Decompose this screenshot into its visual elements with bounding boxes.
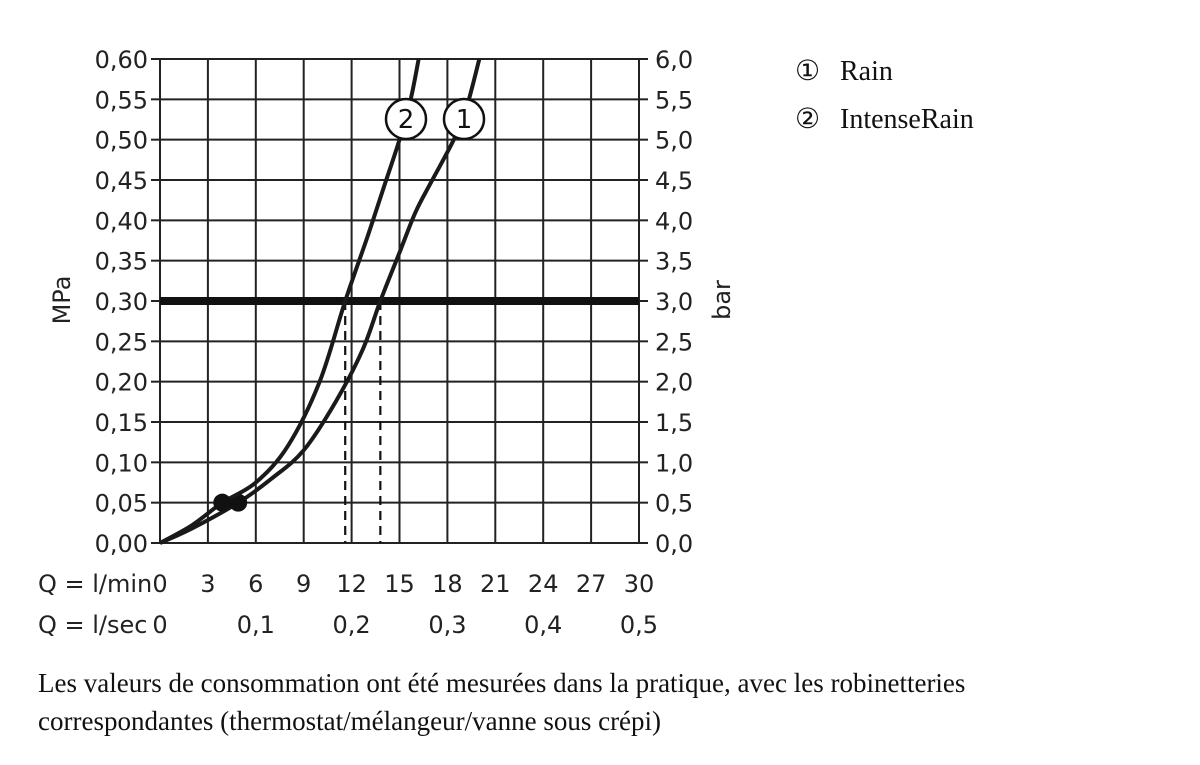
y-right-tick-label: 0,5: [655, 490, 693, 518]
x-lmin-tick-label: 6: [248, 570, 263, 598]
y-left-tick-label: 0,30: [95, 288, 148, 316]
legend-item-intenserain: ② IntenseRain: [795, 104, 974, 135]
y-left-tick-label: 0,10: [95, 449, 148, 477]
y-right-tick-label: 2,5: [655, 328, 693, 356]
y-left-tick-label: 0,50: [95, 127, 148, 155]
y-right-tick-label: 4,0: [655, 207, 693, 235]
y-left-axis-label: MPa: [48, 276, 76, 325]
x-lmin-axis-label: Q = l/min: [38, 570, 152, 598]
y-left-tick-label: 0,40: [95, 207, 148, 235]
y-right-tick-label: 1,5: [655, 409, 693, 437]
x-lsec-tick-label: 0,1: [237, 611, 275, 639]
y-left-tick-label: 0,45: [95, 167, 148, 195]
y-right-tick-label: 1,0: [655, 449, 693, 477]
x-lmin-tick-label: 30: [624, 570, 655, 598]
x-lmin-tick-label: 18: [432, 570, 463, 598]
x-lmin-tick-label: 24: [528, 570, 559, 598]
y-left-tick-label: 0,60: [95, 46, 148, 74]
curve-marker-intenserain: 2: [384, 97, 428, 141]
y-right-tick-label: 6,0: [655, 46, 693, 74]
x-lsec-tick-label: 0,2: [333, 611, 371, 639]
y-right-tick-label: 5,0: [655, 127, 693, 155]
x-lmin-tick-label: 3: [200, 570, 215, 598]
y-left-tick-label: 0,00: [95, 530, 148, 558]
curve-marker-circle: [384, 97, 428, 141]
start-dot-intenserain: [213, 493, 232, 512]
x-lsec-tick-label: 0,5: [620, 611, 658, 639]
measurement-note: Les valeurs de consommation ont été mesu…: [38, 668, 966, 736]
x-lsec-tick-label: 0,3: [428, 611, 466, 639]
x-lmin-tick-label: 15: [384, 570, 415, 598]
y-right-tick-label: 4,5: [655, 167, 693, 195]
y-left-tick-label: 0,35: [95, 248, 148, 276]
x-lmin-tick-label: 21: [480, 570, 511, 598]
x-lmin-tick-label: 12: [336, 570, 367, 598]
legend-symbol-rain: ①: [795, 56, 820, 87]
legend-symbol-intenserain: ②: [795, 104, 820, 135]
y-left-tick-label: 0,55: [95, 86, 148, 114]
x-lmin-tick-label: 27: [576, 570, 607, 598]
y-right-tick-label: 3,5: [655, 248, 693, 276]
y-right-tick-label: 0,0: [655, 530, 693, 558]
legend: ① Rain ② IntenseRain: [795, 56, 974, 135]
pressure-flow-chart: 12 0,000,050,100,150,200,250,300,350,400…: [38, 46, 974, 639]
x-lsec-tick-label: 0: [152, 611, 167, 639]
curve-marker-rain: 1: [442, 97, 486, 141]
x-lmin-tick-label: 9: [296, 570, 311, 598]
curve-marker-label: 2: [398, 105, 415, 135]
y-left-tick-label: 0,25: [95, 328, 148, 356]
y-right-tick-label: 5,5: [655, 86, 693, 114]
x-lsec-tick-label: 0,4: [524, 611, 562, 639]
y-left-tick-label: 0,15: [95, 409, 148, 437]
y-right-tick-label: 3,0: [655, 288, 693, 316]
y-right-tick-label: 2,0: [655, 369, 693, 397]
legend-label-rain: Rain: [840, 56, 893, 87]
legend-label-intenserain: IntenseRain: [840, 104, 974, 135]
x-lmin-tick-label: 0: [152, 570, 167, 598]
y-left-tick-label: 0,05: [95, 490, 148, 518]
y-right-axis-label: bar: [708, 280, 736, 320]
x-lsec-axis-label: Q = l/sec: [38, 611, 147, 639]
y-left-tick-label: 0,20: [95, 369, 148, 397]
curve-marker-label: 1: [456, 105, 473, 135]
curve-marker-circle: [442, 97, 486, 141]
legend-item-rain: ① Rain: [795, 56, 893, 87]
